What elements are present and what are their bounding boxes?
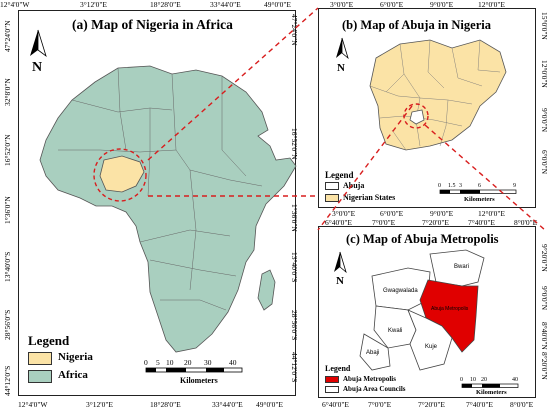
panel-b-tick-top: 12°0'0"E — [478, 0, 505, 9]
panel-c-tick-bottom: 6°40'0"E — [322, 400, 349, 409]
north-label-c: N — [336, 275, 344, 287]
area-label-abaji: Abaji — [366, 350, 380, 356]
scale-c-label: 20 — [481, 377, 487, 383]
legend-label-abuja-metropolis: Abuja Metropolis — [343, 375, 396, 383]
abuja-metropolis-area — [419, 279, 479, 353]
scale-a-unit: Kilometers — [180, 376, 218, 385]
scale-a-label: 0 — [144, 358, 148, 367]
scale-a-label: 10 — [166, 358, 174, 367]
panel-a-tick-top: 12°4'0"W — [0, 0, 30, 9]
scale-a-label: 30 — [204, 358, 212, 367]
area-label-kuje: Kuje — [425, 344, 438, 350]
abaji-area — [359, 333, 391, 371]
panel-c-tick-bottom: 7°20'0"E — [418, 400, 445, 409]
scale-a-label: 5 — [156, 358, 160, 367]
legend-swatch-africa — [28, 370, 52, 383]
legend-swatch-nigeria — [28, 352, 52, 365]
area-label-abuja-metropolis: Abuja Metropolis — [431, 306, 469, 312]
panel-c-tick-bottom: 8°0'0"E — [510, 400, 534, 409]
area-label-gwagwalada: Gwagwalada — [383, 288, 418, 294]
scale-c-label: 40 — [512, 377, 518, 383]
panel-c-title: (c) Map of Abuja Metropolis — [346, 232, 499, 246]
scale-a-label: 20 — [184, 358, 192, 367]
area-label-bwari: Bwari — [454, 264, 470, 270]
panel-a-tick-bottom: 33°44'0"E — [212, 400, 243, 409]
scale-c-label: 10 — [470, 377, 476, 383]
panel-a-tick-top: 49°0'0"E — [264, 0, 291, 9]
legend-swatch-abuja-metropolis — [325, 376, 339, 383]
panel-a-tick-top: 33°44'0"E — [210, 0, 241, 9]
panel-b-tick-top: 3°0'0"E — [330, 0, 354, 9]
council-shapes — [359, 249, 485, 371]
area-label-kwali: Kwali — [388, 328, 403, 334]
scale-a-label: 40 — [229, 358, 237, 367]
panel-a-tick-top: 18°28'0"E — [150, 0, 181, 9]
legend-label-nigeria: Nigeria — [58, 351, 93, 363]
panel-a-tick-bottom: 12°4'0"W — [18, 400, 48, 409]
legend-swatch-abuja-area-councils — [325, 386, 339, 393]
panel-a-tick-bottom: 49°0'0"E — [256, 400, 283, 409]
kuje-area — [407, 309, 453, 371]
scale-c-label: 0 — [460, 377, 463, 383]
panel-a-tick-bottom: 3°12'0"E — [86, 400, 113, 409]
panel-c-legend-title: Legend — [325, 364, 351, 373]
nigeria-highlight-circle — [93, 148, 147, 202]
panel-b-tick-top: 6°0'0"E — [380, 0, 404, 9]
panel-b-tick-top: 9°0'0"E — [430, 0, 454, 9]
panel-a-legend-title: Legend — [28, 333, 70, 348]
panel-a-tick-bottom: 18°28'0"E — [150, 400, 181, 409]
nigeria-shape — [99, 155, 145, 193]
north-label-b: N — [337, 62, 345, 74]
legend-label-africa: Africa — [58, 369, 88, 381]
madagascar-shape — [257, 269, 276, 311]
north-label-a: N — [32, 60, 43, 75]
legend-label-abuja-area-councils: Abuja Area Councils — [343, 385, 406, 393]
panel-c-tick-bottom: 7°40'0"E — [466, 400, 493, 409]
panel-b-title: (b) Map of Abuja in Nigeria — [342, 18, 491, 32]
scale-c-unit: Kilometers — [476, 389, 507, 396]
panel-c-tick-bottom: 7°0'0"E — [368, 400, 392, 409]
panel-a-tick-top: 3°12'0"E — [80, 0, 107, 9]
